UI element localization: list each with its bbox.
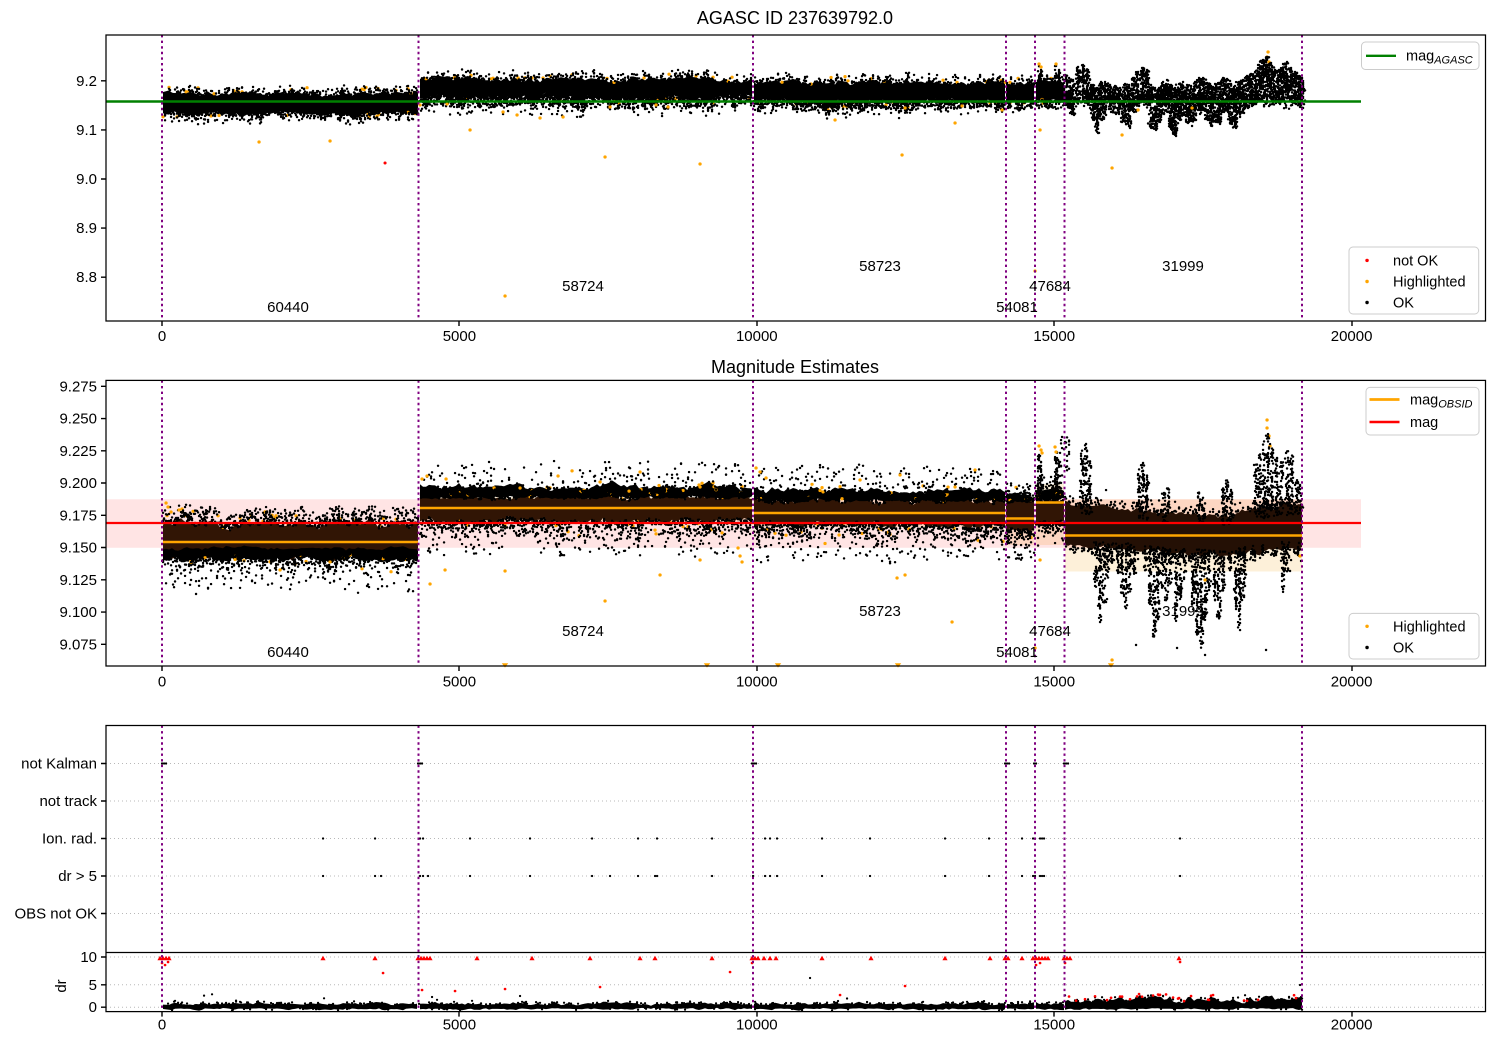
- svg-text:15000: 15000: [1033, 674, 1075, 691]
- svg-text:Magnitude Estimates: Magnitude Estimates: [711, 357, 879, 377]
- svg-text:20000: 20000: [1331, 328, 1373, 345]
- svg-text:OBS not OK: OBS not OK: [14, 906, 97, 923]
- svg-text:5: 5: [89, 977, 97, 994]
- svg-text:OK: OK: [1393, 296, 1414, 312]
- svg-text:20000: 20000: [1331, 674, 1373, 691]
- svg-text:Highlighted: Highlighted: [1393, 275, 1466, 291]
- svg-text:58724: 58724: [562, 623, 604, 640]
- svg-text:0: 0: [158, 328, 166, 345]
- svg-text:10: 10: [80, 949, 97, 966]
- svg-text:OK: OK: [1393, 641, 1414, 657]
- svg-text:58723: 58723: [859, 603, 901, 620]
- svg-text:Ion. rad.: Ion. rad.: [42, 831, 97, 848]
- svg-text:15000: 15000: [1033, 1017, 1075, 1034]
- svg-text:0: 0: [89, 999, 97, 1016]
- svg-text:20000: 20000: [1331, 1017, 1373, 1034]
- svg-text:10000: 10000: [736, 674, 778, 691]
- svg-text:not track: not track: [39, 793, 97, 810]
- svg-text:Highlighted: Highlighted: [1393, 619, 1466, 635]
- svg-text:mag: mag: [1410, 415, 1438, 431]
- svg-text:54081: 54081: [996, 644, 1038, 661]
- svg-text:58724: 58724: [562, 278, 604, 295]
- svg-text:5000: 5000: [443, 1017, 476, 1034]
- svg-text:9.200: 9.200: [59, 475, 97, 492]
- svg-text:9.275: 9.275: [59, 378, 97, 395]
- svg-text:AGASC ID 237639792.0: AGASC ID 237639792.0: [697, 8, 893, 28]
- svg-text:not Kalman: not Kalman: [21, 756, 97, 773]
- svg-text:10000: 10000: [736, 1017, 778, 1034]
- svg-text:9.150: 9.150: [59, 540, 97, 557]
- svg-text:60440: 60440: [267, 299, 309, 316]
- svg-text:9.225: 9.225: [59, 443, 97, 460]
- svg-text:47684: 47684: [1029, 623, 1071, 640]
- svg-text:not OK: not OK: [1393, 253, 1438, 269]
- svg-text:9.1: 9.1: [76, 122, 97, 139]
- svg-text:0: 0: [158, 1017, 166, 1034]
- svg-text:9.0: 9.0: [76, 171, 97, 188]
- svg-text:58723: 58723: [859, 258, 901, 275]
- svg-text:8.8: 8.8: [76, 269, 97, 286]
- svg-text:10000: 10000: [736, 328, 778, 345]
- svg-text:15000: 15000: [1033, 328, 1075, 345]
- svg-text:9.175: 9.175: [59, 507, 97, 524]
- svg-text:8.9: 8.9: [76, 220, 97, 237]
- svg-text:9.2: 9.2: [76, 73, 97, 90]
- svg-text:0: 0: [158, 674, 166, 691]
- svg-text:9.250: 9.250: [59, 411, 97, 428]
- svg-text:dr > 5: dr > 5: [58, 868, 97, 885]
- svg-text:47684: 47684: [1029, 278, 1071, 295]
- svg-text:31999: 31999: [1162, 258, 1204, 275]
- svg-text:5000: 5000: [443, 674, 476, 691]
- svg-text:9.100: 9.100: [59, 604, 97, 621]
- svg-text:54081: 54081: [996, 299, 1038, 316]
- svg-text:31999: 31999: [1162, 603, 1204, 620]
- svg-text:dr: dr: [53, 979, 70, 992]
- svg-text:9.125: 9.125: [59, 572, 97, 589]
- svg-text:5000: 5000: [443, 328, 476, 345]
- svg-text:60440: 60440: [267, 644, 309, 661]
- svg-text:9.075: 9.075: [59, 636, 97, 653]
